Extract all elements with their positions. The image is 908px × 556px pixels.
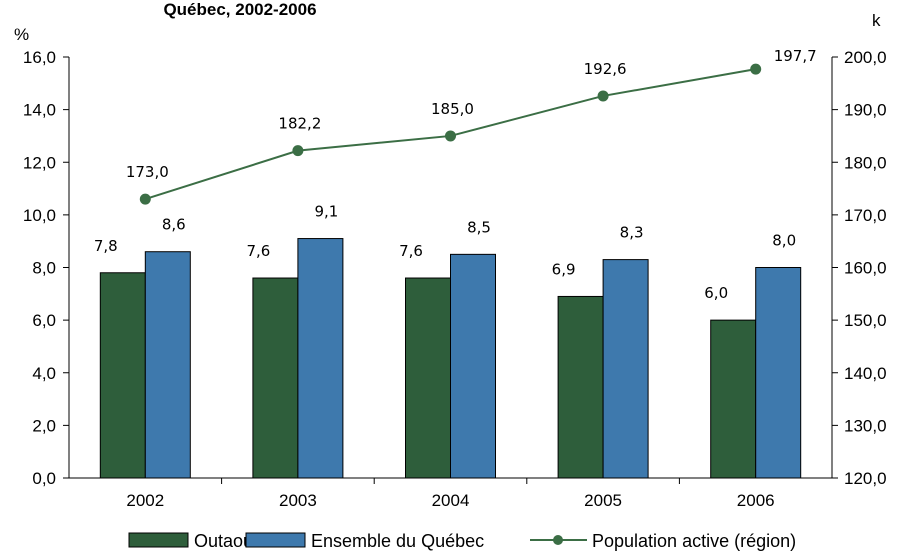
x-axis-tick-label: 2004 [432, 491, 470, 510]
right-axis-tick-label: 200,0 [844, 48, 887, 67]
right-axis-tick-label: 160,0 [844, 259, 887, 278]
left-axis-tick-label: 16,0 [23, 48, 56, 67]
left-axis-tick-label: 2,0 [32, 416, 56, 435]
line-data-label: 173,0 [126, 163, 169, 181]
chart-title: Québec, 2002-2006 [163, 0, 316, 19]
bar-outaouais [252, 277, 299, 479]
x-axis-tick-label: 2005 [584, 491, 622, 510]
bar-data-label: 9,1 [314, 203, 338, 221]
right-axis-tick-label: 190,0 [844, 101, 887, 120]
bar-data-label: 8,0 [772, 232, 796, 250]
line-data-label: 197,7 [774, 47, 817, 65]
bar-outaouais [710, 319, 757, 479]
bar-ensemble-du-quebec [602, 259, 649, 479]
left-axis-tick-label: 12,0 [23, 153, 56, 172]
bar-ensemble-du-quebec [450, 253, 496, 479]
right-axis-tick-label: 180,0 [844, 153, 887, 172]
left-axis-tick-label: 6,0 [32, 311, 56, 330]
legend-marker-population-active [553, 535, 563, 545]
x-axis-tick-label: 2006 [737, 491, 775, 510]
population-active-point [445, 130, 456, 142]
population-active-point [139, 193, 151, 205]
x-axis-tick-label: 2003 [279, 491, 317, 510]
bar-outaouais [557, 295, 604, 479]
left-axis-tick-label: 4,0 [32, 364, 56, 383]
bar-data-label: 7,8 [94, 237, 118, 255]
right-axis-unit: k [872, 11, 881, 30]
bar-data-label: 8,6 [162, 216, 186, 234]
bar-ensemble-du-quebec [297, 238, 344, 479]
x-axis-tick-label: 2002 [126, 491, 164, 510]
legend-swatch-outaouais [128, 532, 189, 548]
population-active-point [597, 90, 609, 102]
bar-outaouais [405, 277, 451, 479]
legend-swatch-ensemble-du-quebec [245, 532, 306, 548]
line-data-label: 185,0 [431, 100, 474, 118]
bar-data-label: 6,0 [704, 284, 728, 302]
bar-data-label: 7,6 [399, 242, 423, 260]
line-data-label: 192,6 [584, 60, 627, 78]
bar-outaouais [99, 272, 146, 479]
right-axis-tick-label: 170,0 [844, 206, 887, 225]
left-axis-tick-label: 14,0 [23, 101, 56, 120]
left-axis-tick-label: 0,0 [32, 469, 56, 488]
right-axis-tick-label: 130,0 [844, 416, 887, 435]
plot-area: 0,0 2,0 4,0 6,0 8,0 10,0 12,0 14,0 16,0 120,0 130,… [23, 47, 887, 510]
bar-ensemble-du-quebec [144, 251, 191, 479]
bar-data-label: 7,6 [246, 242, 270, 260]
left-axis-tick-label: 10,0 [23, 206, 56, 225]
bar-ensemble-du-quebec [755, 267, 802, 479]
population-active-point [292, 145, 304, 157]
bar-data-label: 6,9 [552, 260, 576, 278]
right-axis-tick-label: 140,0 [844, 364, 887, 383]
bar-data-label: 8,3 [620, 224, 644, 242]
left-axis-unit: % [14, 25, 29, 44]
right-axis-tick-label: 150,0 [844, 311, 887, 330]
bar-data-label: 8,5 [467, 218, 491, 236]
legend: Outaouais Ensemble du Québec Population ac… [128, 531, 796, 551]
left-axis-tick-label: 8,0 [32, 259, 56, 278]
right-axis-tick-label: 120,0 [844, 469, 887, 488]
legend-label-population-active: Population active (région) [592, 531, 796, 551]
population-active-point [750, 63, 762, 75]
line-data-label: 182,2 [278, 115, 321, 133]
legend-label-ensemble-du-quebec: Ensemble du Québec [311, 531, 484, 551]
